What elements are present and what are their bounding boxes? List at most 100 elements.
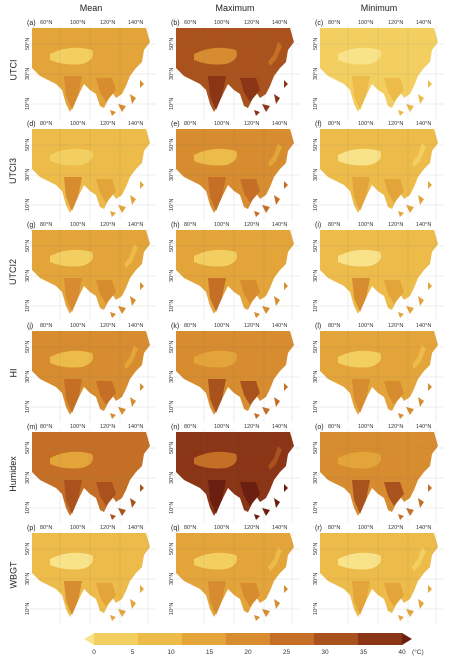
longitude-tick: 140°N <box>272 323 288 329</box>
colorbar-tick-label: 25 <box>282 649 291 656</box>
southeast-asia-region <box>384 179 404 203</box>
panel-tag: (d) <box>27 121 36 128</box>
row-label: UTCI <box>2 20 24 119</box>
southeast-asia-region <box>96 482 116 506</box>
island <box>274 94 280 104</box>
land-mass <box>32 432 150 516</box>
map-panel: (g) 80°N 100°N 120°N 140°N 50°N 30°N 10°N <box>25 222 156 321</box>
map-panel: (b) 60°N 100°N 120°N 140°N 50°N 30°N 10°N <box>169 20 300 119</box>
longitude-tick: 120°N <box>244 424 260 430</box>
longitude-tick: 120°N <box>100 121 116 127</box>
longitude-tick: 120°N <box>388 424 404 430</box>
island <box>254 514 260 520</box>
longitude-tick: 80°N <box>328 424 341 430</box>
southeast-asia-region <box>240 280 260 304</box>
plateau-region <box>194 148 237 166</box>
land-mass <box>32 331 150 415</box>
island <box>110 615 116 621</box>
longitude-tick: 120°N <box>388 121 404 127</box>
south-asia-region <box>64 480 82 514</box>
colorbar-tick-label: 0 <box>92 649 96 656</box>
south-asia-region <box>208 379 226 413</box>
island <box>418 599 424 609</box>
japan-islands <box>412 345 426 369</box>
longitude-tick: 120°N <box>244 525 260 531</box>
island <box>418 296 424 306</box>
panel-tag: (q) <box>171 525 180 532</box>
island <box>254 413 260 419</box>
land-mass <box>176 28 294 112</box>
plateau-region <box>50 47 93 65</box>
longitude-tick: 80°N <box>328 222 341 228</box>
longitude-tick: 120°N <box>244 121 260 127</box>
japan-islands <box>412 143 426 167</box>
latitude-tick: 50°N <box>25 138 31 151</box>
island <box>262 407 270 415</box>
island <box>428 383 432 391</box>
colorbar-tick-label: 30 <box>321 649 329 656</box>
row-label-text: UTCI3 <box>8 157 19 184</box>
latitude-tick: 30°N <box>25 67 31 80</box>
longitude-tick: 80°N <box>328 20 341 26</box>
colorbar-tick-label: 35 <box>359 649 368 656</box>
longitude-tick: 100°N <box>358 121 374 127</box>
longitude-tick: 140°N <box>272 525 288 531</box>
colorbar-tick-label: 15 <box>205 649 214 656</box>
colorbar-segment <box>226 633 271 645</box>
island <box>130 599 136 609</box>
plateau-region <box>50 249 93 267</box>
latitude-tick: 50°N <box>313 441 319 454</box>
column-header: Minimum <box>360 3 398 13</box>
plateau-region <box>194 451 237 469</box>
island <box>262 306 270 314</box>
island <box>110 211 116 217</box>
panel-tag: (f) <box>315 121 322 128</box>
japan-islands <box>268 143 282 167</box>
plateau-region <box>338 451 381 469</box>
latitude-tick: 30°N <box>25 370 31 383</box>
panel-tag: (m) <box>27 424 38 431</box>
longitude-tick: 80°N <box>40 424 53 430</box>
island <box>140 80 144 88</box>
map-panel: (j) 80°N 100°N 120°N 140°N 50°N 30°N 10°N <box>25 323 156 422</box>
latitude-tick: 10°N <box>313 400 319 413</box>
colorbar-segment <box>138 633 183 645</box>
map-panel: (d) 80°N 100°N 120°N 140°N 50°N 30°N 10°N <box>25 121 156 220</box>
island <box>428 80 432 88</box>
longitude-tick: 140°N <box>416 525 432 531</box>
latitude-tick: 10°N <box>25 400 31 413</box>
map-panel: (l) 80°N 100°N 120°N 140°N 50°N 30°N 10°N <box>313 323 444 422</box>
island <box>118 306 126 314</box>
latitude-tick: 10°N <box>169 400 175 413</box>
colorbar <box>84 633 416 652</box>
island <box>274 599 280 609</box>
island <box>130 94 136 104</box>
map-svg <box>170 424 300 523</box>
latitude-tick: 50°N <box>169 138 175 151</box>
longitude-tick: 140°N <box>416 121 432 127</box>
island <box>254 615 260 621</box>
longitude-tick: 100°N <box>214 222 230 228</box>
island <box>428 585 432 593</box>
longitude-tick: 140°N <box>416 20 432 26</box>
longitude-tick: 120°N <box>100 222 116 228</box>
panel-tag: (h) <box>171 222 180 229</box>
island <box>262 508 270 516</box>
map-svg <box>170 222 300 321</box>
latitude-tick: 10°N <box>169 198 175 211</box>
latitude-tick: 30°N <box>169 572 175 585</box>
land-mass <box>176 129 294 213</box>
southeast-asia-region <box>384 482 404 506</box>
land-mass <box>176 331 294 415</box>
plateau-region <box>50 451 93 469</box>
latitude-tick: 50°N <box>313 542 319 555</box>
latitude-tick: 50°N <box>25 239 31 252</box>
longitude-tick: 80°N <box>184 323 197 329</box>
southeast-asia-region <box>96 280 116 304</box>
japan-islands <box>412 547 426 571</box>
colorbar-tick-label: 40 <box>398 649 406 656</box>
map-panel: (f) 80°N 100°N 120°N 140°N 50°N 30°N 10°N <box>313 121 444 220</box>
land-mass <box>32 230 150 314</box>
latitude-tick: 10°N <box>313 299 319 312</box>
southeast-asia-region <box>240 583 260 607</box>
